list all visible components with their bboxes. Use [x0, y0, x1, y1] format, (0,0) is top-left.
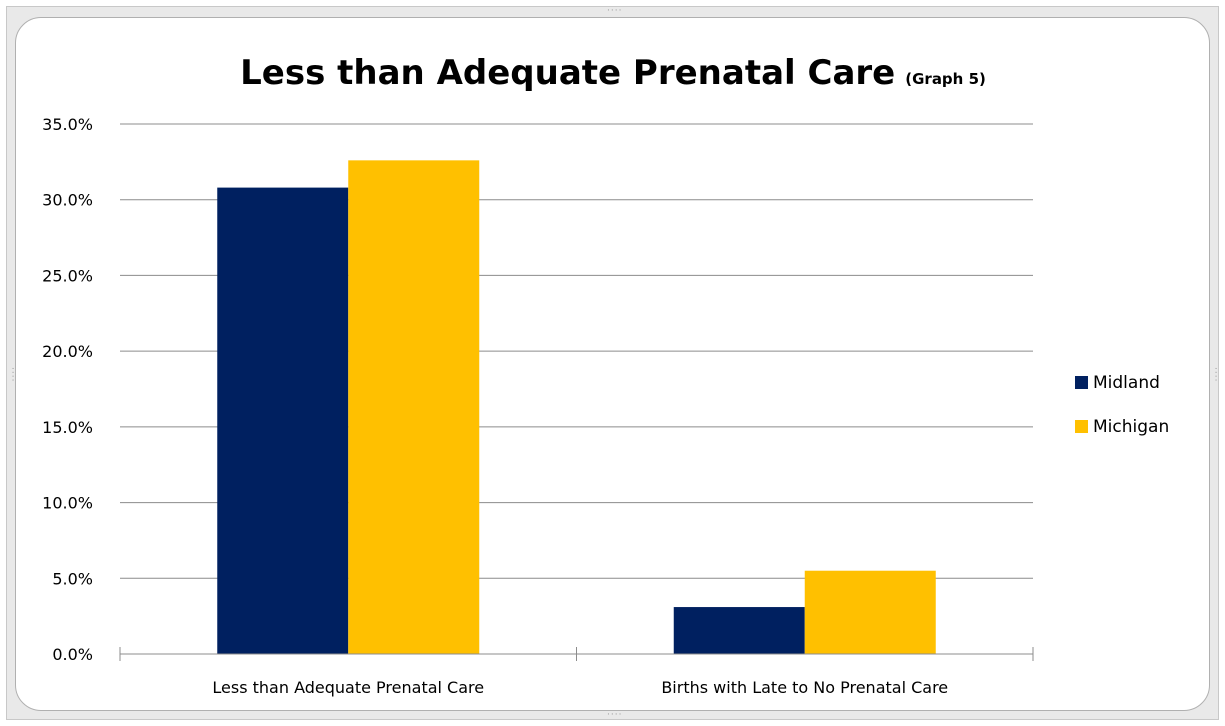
y-tick-label: 20.0%	[42, 342, 93, 361]
y-tick-label: 0.0%	[52, 645, 93, 664]
y-tick-label: 25.0%	[42, 266, 93, 285]
chart-area[interactable]	[15, 17, 1210, 711]
legend-swatch-midland	[1075, 376, 1088, 389]
legend-label-michigan: Michigan	[1093, 417, 1169, 437]
y-tick-label: 10.0%	[42, 494, 93, 513]
x-category-label: Less than Adequate Prenatal Care	[212, 678, 484, 697]
bar-midland	[673, 607, 805, 654]
resize-handle-right[interactable]: ····	[1210, 367, 1220, 383]
bars	[217, 160, 936, 655]
y-tick-label: 35.0%	[42, 115, 93, 134]
legend: Midland Michigan	[1075, 373, 1169, 437]
legend-label-midland: Midland	[1093, 373, 1160, 393]
resize-handle-bottom[interactable]: ····	[607, 710, 623, 720]
y-tick-label: 5.0%	[52, 569, 93, 588]
resize-handle-left[interactable]: ····	[7, 367, 17, 383]
chart-frame: ···· ···· ···· ····	[6, 6, 1220, 720]
legend-swatch-michigan	[1075, 420, 1088, 433]
bar-midland	[217, 187, 349, 654]
bar-michigan	[804, 570, 936, 654]
chart-title: Less than Adequate Prenatal Care	[240, 53, 895, 93]
y-tick-label: 15.0%	[42, 418, 93, 437]
bar-michigan	[348, 160, 480, 655]
chart-subtitle: (Graph 5)	[905, 70, 986, 88]
x-category-label: Births with Late to No Prenatal Care	[661, 678, 948, 697]
y-axis: 0.0% 5.0% 10.0% 15.0% 20.0% 25.0% 30.0% 35.0%	[42, 115, 93, 664]
resize-handle-top[interactable]: ····	[607, 6, 623, 16]
y-tick-label: 30.0%	[42, 191, 93, 210]
x-axis: Less than Adequate Prenatal Care Births w…	[119, 647, 1034, 697]
